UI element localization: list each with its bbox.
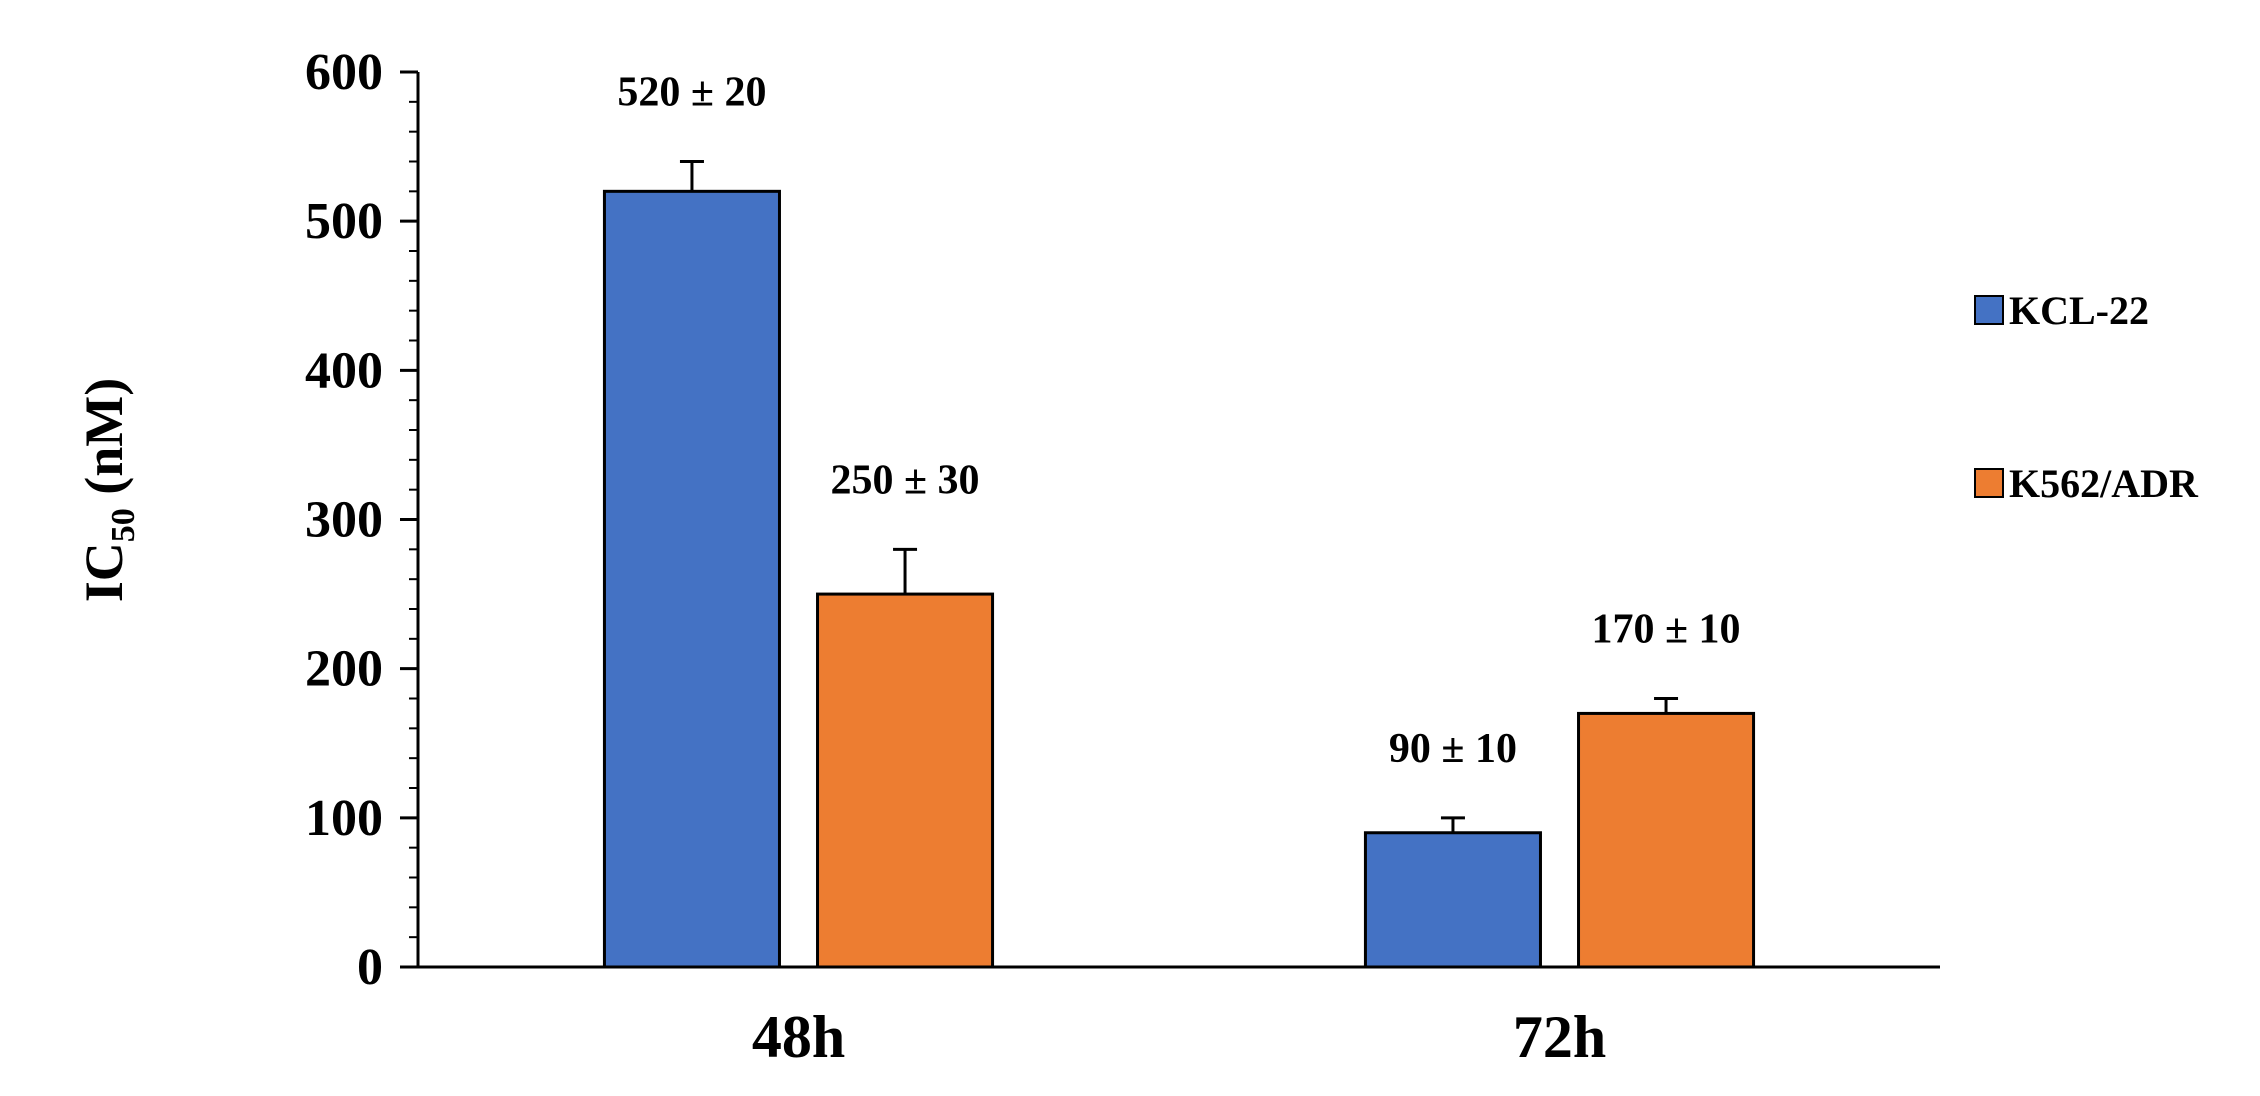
x-tick-label: 48h xyxy=(752,1004,845,1070)
y-axis-title-main: IC xyxy=(74,542,134,602)
y-axis-title-subscript: 50 xyxy=(105,508,142,542)
legend-label: K562/ADR xyxy=(2009,461,2199,506)
legend-swatch xyxy=(1974,295,2004,325)
x-tick-label: 72h xyxy=(1513,1004,1606,1070)
y-axis: 0 100 200 300 400 500 600 xyxy=(305,44,420,996)
y-tick-label: 200 xyxy=(305,641,383,698)
data-label: 90 ± 10 xyxy=(1389,726,1517,772)
legend-label: KCL-22 xyxy=(2009,288,2149,333)
bar xyxy=(816,592,995,969)
legend-swatch xyxy=(1974,468,2004,498)
y-tick-label: 500 xyxy=(305,193,383,250)
bar xyxy=(1363,831,1542,969)
legend: KCL-22 K562/ADR xyxy=(1974,288,2199,506)
svg-text:IC50 (nM): IC50 (nM) xyxy=(74,378,142,602)
data-label: 250 ± 30 xyxy=(831,457,980,503)
bar xyxy=(602,189,781,969)
data-label: 170 ± 10 xyxy=(1592,607,1741,653)
y-tick-label: 600 xyxy=(305,44,383,101)
y-axis-title-unit: (nM) xyxy=(74,378,134,508)
bar xyxy=(1577,711,1756,969)
bars xyxy=(602,189,1756,969)
error-bars xyxy=(679,160,1679,833)
data-labels: 520 ± 20 250 ± 30 90 ± 10 170 ± 10 xyxy=(617,70,1740,772)
x-axis: 48h 72h xyxy=(418,965,1940,1070)
y-tick-label: 0 xyxy=(357,939,383,996)
y-axis-title: IC50 (nM) xyxy=(74,378,142,602)
y-tick-label: 300 xyxy=(305,492,383,549)
y-tick-label: 100 xyxy=(305,790,383,847)
data-label: 520 ± 20 xyxy=(617,70,766,116)
y-tick-label: 400 xyxy=(305,342,383,399)
